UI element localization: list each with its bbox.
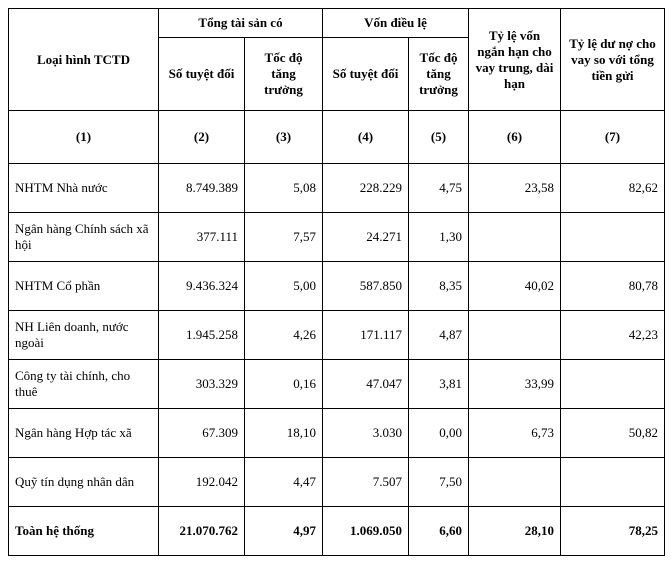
row-label: Toàn hệ thống [9,507,159,556]
header-capital-growth: Tốc độ tăng trưởng [409,38,469,111]
header-type: Loại hình TCTD [9,9,159,111]
cell-loan-deposit-ratio [561,213,665,262]
header-row-1: Loại hình TCTD Tổng tài sản có Vốn điều … [9,9,665,38]
cell-short-loan-ratio: 28,10 [469,507,561,556]
idx-6: (6) [469,111,561,164]
cell-capital-growth: 3,81 [409,360,469,409]
idx-1: (1) [9,111,159,164]
row-label: NHTM Nhà nước [9,164,159,213]
tctd-table: Loại hình TCTD Tổng tài sản có Vốn điều … [8,8,665,556]
idx-4: (4) [323,111,409,164]
cell-capital-growth: 0,00 [409,409,469,458]
cell-short-loan-ratio: 40,02 [469,262,561,311]
cell-capital-growth: 4,87 [409,311,469,360]
cell-loan-deposit-ratio [561,458,665,507]
cell-assets-abs: 1.945.258 [159,311,245,360]
cell-capital-growth: 6,60 [409,507,469,556]
cell-short-loan-ratio: 23,58 [469,164,561,213]
row-label: Công ty tài chính, cho thuê [9,360,159,409]
table-row: Quỹ tín dụng nhân dân192.0424,477.5077,5… [9,458,665,507]
total-row: Toàn hệ thống21.070.7624,971.069.0506,60… [9,507,665,556]
cell-assets-abs: 192.042 [159,458,245,507]
cell-capital-growth: 4,75 [409,164,469,213]
table-row: NH Liên doanh, nước ngoài1.945.2584,2617… [9,311,665,360]
cell-assets-growth: 0,16 [245,360,323,409]
cell-assets-abs: 9.436.324 [159,262,245,311]
header-assets-abs: Số tuyệt đối [159,38,245,111]
cell-capital-growth: 1,30 [409,213,469,262]
cell-assets-growth: 4,47 [245,458,323,507]
header-group-assets: Tổng tài sản có [159,9,323,38]
cell-loan-deposit-ratio: 42,23 [561,311,665,360]
row-label: Ngân hàng Chính sách xã hội [9,213,159,262]
cell-assets-growth: 4,26 [245,311,323,360]
table-row: Ngân hàng Chính sách xã hội377.1117,5724… [9,213,665,262]
row-label: Quỹ tín dụng nhân dân [9,458,159,507]
row-label: NH Liên doanh, nước ngoài [9,311,159,360]
header-group-capital: Vốn điều lệ [323,9,469,38]
cell-capital-abs: 228.229 [323,164,409,213]
idx-7: (7) [561,111,665,164]
cell-assets-abs: 377.111 [159,213,245,262]
cell-assets-abs: 21.070.762 [159,507,245,556]
cell-loan-deposit-ratio: 82,62 [561,164,665,213]
cell-loan-deposit-ratio: 78,25 [561,507,665,556]
cell-assets-abs: 303.329 [159,360,245,409]
cell-capital-abs: 171.117 [323,311,409,360]
table-row: NHTM Nhà nước8.749.3895,08228.2294,7523,… [9,164,665,213]
idx-3: (3) [245,111,323,164]
cell-loan-deposit-ratio: 50,82 [561,409,665,458]
cell-short-loan-ratio: 33,99 [469,360,561,409]
header-loan-deposit-ratio: Tỷ lệ dư nợ cho vay so với tổng tiền gửi [561,9,665,111]
cell-assets-growth: 4,97 [245,507,323,556]
cell-loan-deposit-ratio [561,360,665,409]
table-row: NHTM Cổ phần9.436.3245,00587.8508,3540,0… [9,262,665,311]
cell-capital-growth: 8,35 [409,262,469,311]
cell-capital-abs: 1.069.050 [323,507,409,556]
row-label: Ngân hàng Hợp tác xã [9,409,159,458]
cell-loan-deposit-ratio: 80,78 [561,262,665,311]
cell-short-loan-ratio [469,213,561,262]
idx-5: (5) [409,111,469,164]
cell-assets-abs: 67.309 [159,409,245,458]
table-row: Ngân hàng Hợp tác xã67.30918,103.0300,00… [9,409,665,458]
cell-assets-growth: 5,08 [245,164,323,213]
cell-short-loan-ratio [469,458,561,507]
cell-assets-growth: 7,57 [245,213,323,262]
cell-assets-growth: 18,10 [245,409,323,458]
row-label: NHTM Cổ phần [9,262,159,311]
cell-capital-abs: 3.030 [323,409,409,458]
cell-capital-abs: 587.850 [323,262,409,311]
cell-capital-growth: 7,50 [409,458,469,507]
cell-assets-abs: 8.749.389 [159,164,245,213]
index-row: (1) (2) (3) (4) (5) (6) (7) [9,111,665,164]
cell-assets-growth: 5,00 [245,262,323,311]
cell-capital-abs: 47.047 [323,360,409,409]
header-short-loan-ratio: Tỷ lệ vốn ngắn hạn cho vay trung, dài hạ… [469,9,561,111]
idx-2: (2) [159,111,245,164]
cell-capital-abs: 7.507 [323,458,409,507]
cell-short-loan-ratio: 6,73 [469,409,561,458]
cell-capital-abs: 24.271 [323,213,409,262]
table-row: Công ty tài chính, cho thuê303.3290,1647… [9,360,665,409]
header-assets-growth: Tốc độ tăng trưởng [245,38,323,111]
header-capital-abs: Số tuyệt đối [323,38,409,111]
table-body: NHTM Nhà nước8.749.3895,08228.2294,7523,… [9,164,665,556]
cell-short-loan-ratio [469,311,561,360]
